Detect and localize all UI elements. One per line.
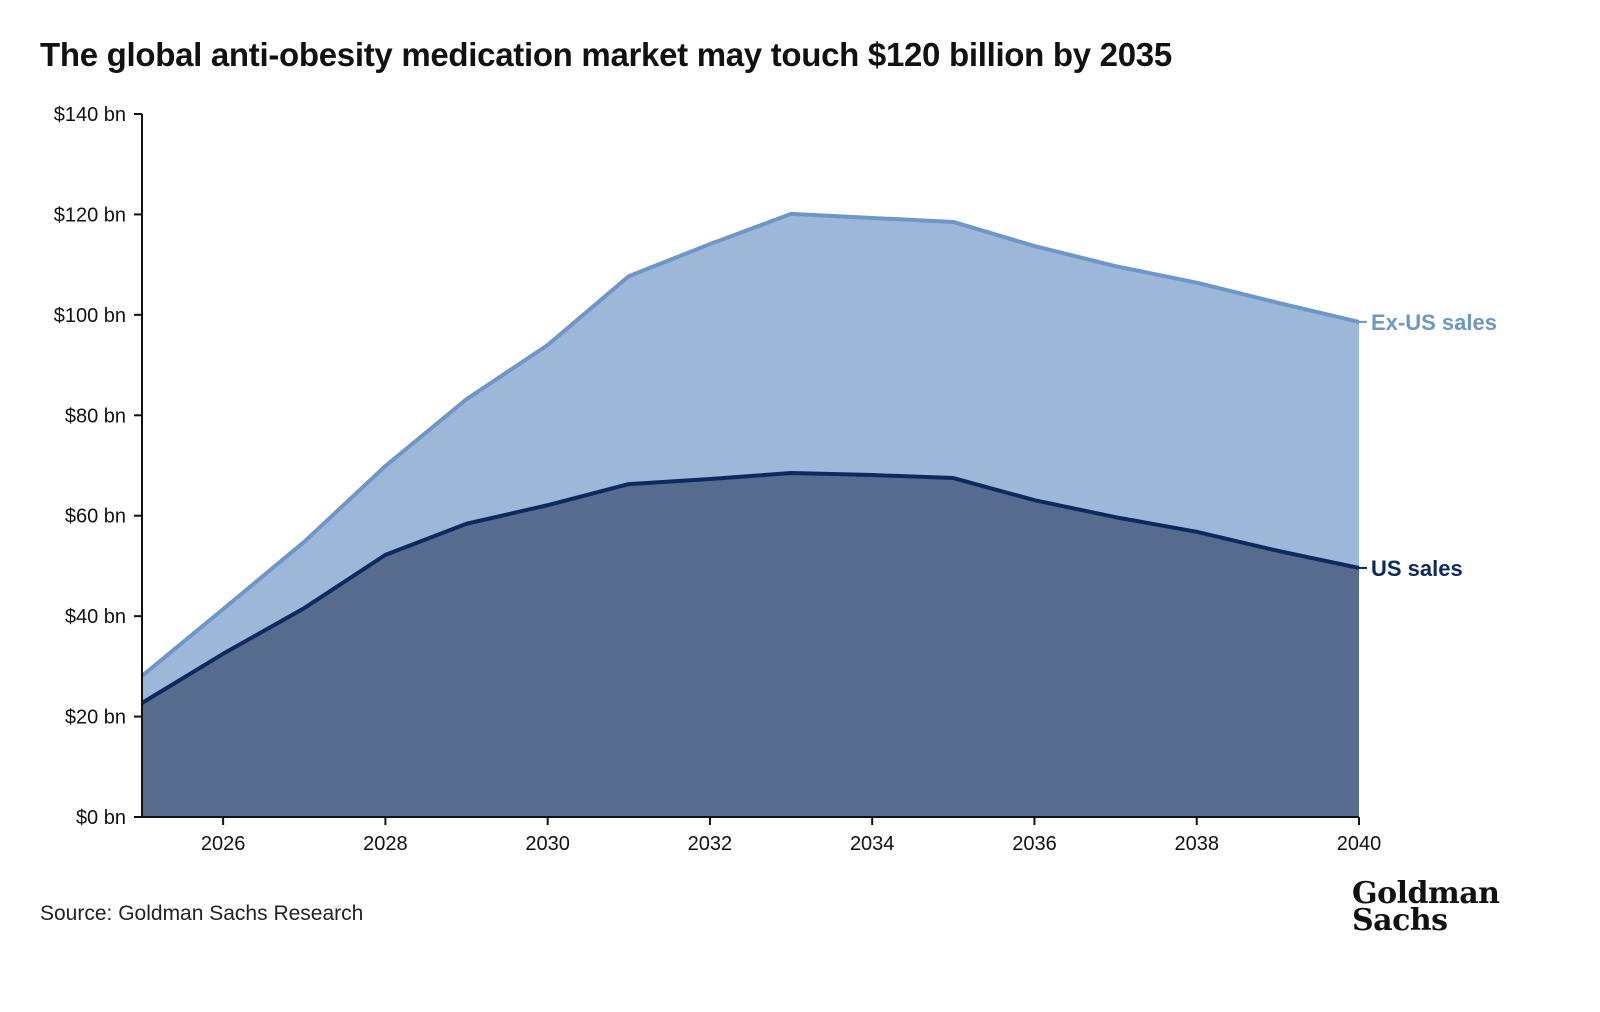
goldman-sachs-logo: Goldman Sachs — [1352, 876, 1500, 938]
y-tick-label: $80 bn — [65, 405, 126, 427]
legend-label-us-sales: US sales — [1371, 556, 1463, 581]
exus-sales-area — [142, 213, 1359, 704]
x-tick-label: 2030 — [525, 833, 570, 855]
chart-title: The global anti-obesity medication marke… — [40, 36, 1172, 73]
source-note: Source: Goldman Sachs Research — [40, 902, 364, 925]
y-tick-label: $0 bn — [76, 807, 126, 829]
logo-line-1: Goldman — [1352, 876, 1500, 911]
y-tick-label: $20 bn — [65, 707, 126, 729]
y-tick-label: $140 bn — [54, 104, 126, 126]
x-tick-label: 2026 — [201, 833, 246, 855]
y-tick-label: $100 bn — [54, 305, 126, 327]
us-sales-line — [140, 471, 1360, 705]
x-tick-label: 2040 — [1337, 833, 1382, 855]
y-tick-label: $40 bn — [65, 606, 126, 628]
exus-sales-line — [140, 211, 1360, 678]
us-sales-area — [142, 473, 1359, 817]
legend-label-exus-sales: Ex-US sales — [1371, 310, 1497, 335]
x-tick-label: 2038 — [1174, 833, 1219, 855]
y-tick-label: $60 bn — [65, 506, 126, 528]
y-tick-label: $120 bn — [54, 204, 126, 226]
logo-line-2: Sachs — [1352, 903, 1448, 938]
x-tick-label: 2034 — [850, 833, 895, 855]
x-tick-label: 2032 — [688, 833, 733, 855]
x-tick-label: 2036 — [1012, 833, 1057, 855]
x-tick-label: 2028 — [363, 833, 408, 855]
